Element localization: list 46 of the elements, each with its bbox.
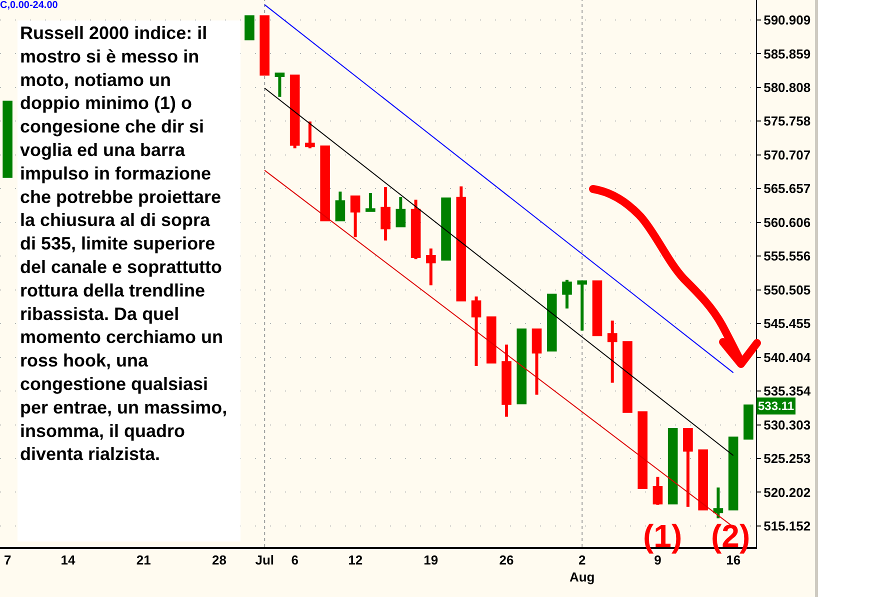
y-tick-label: 535.354 [764,384,812,399]
candlestick [592,280,602,336]
y-tick-label: 545.455 [764,316,811,332]
y-tick-label: 560.606 [764,214,811,230]
x-tick-label: Jul [255,552,274,568]
x-tick-label: 14 [60,552,76,568]
annotation: (1) [643,518,682,554]
y-tick-label: 540.404 [764,350,812,365]
y-tick-label: 570.707 [764,147,811,162]
candlestick [668,428,678,504]
y-tick-label: 580.808 [764,80,811,95]
candlestick [622,341,632,413]
annotation: 533.11 [758,399,794,413]
candlestick [698,449,708,510]
y-tick-label: 585.859 [764,46,811,62]
x-tick-label: 26 [499,552,514,568]
annotation: (2) [711,518,750,554]
x-tick-label: 7 [4,552,12,568]
x-tick-label: 16 [726,552,741,568]
y-tick-label: 530.303 [764,417,811,432]
y-tick-label: 590.909 [764,12,811,28]
x-tick-label: 6 [291,552,298,568]
candlestick [546,294,557,352]
y-tick-label: 575.758 [764,114,811,129]
y-tick-label: 565.657 [764,181,811,196]
x-tick-label: 28 [212,552,226,568]
x-tick-label: 21 [136,552,151,568]
y-tick-label: 515.152 [764,518,811,534]
candlestick [744,404,754,440]
candlestick [728,436,738,510]
x-tick-label: 9 [654,552,662,568]
candlestick [486,316,496,364]
chart-title: C,0.00-24.00 [0,0,58,12]
x-tick-label: 19 [424,552,438,568]
x-tick-label: 2 Aug [569,552,595,584]
candlestick [441,198,451,261]
candlestick [516,328,527,404]
candlestick [2,100,12,178]
text: Russell 2000 indice: il mostro si è messo in moto, notiamo un doppio minimo (1) o congesione che dir si voglia ed una barra impulso in formazione che potrebbe proiettare la chiusura al di sopra di 535, limite superiore del canale e soprattutto rottura della trendline ribassista. Da quel momento cerchiamo un ross hook, una congestione qualsiasi per entrae, un massimo, insomma, il quadro diventa rialzista. [20,23,228,464]
x-tick-label: 12 [348,552,363,568]
y-tick-label: 555.556 [764,248,811,264]
y-tick-label: 525.253 [764,451,811,466]
candlestick [320,145,330,222]
candlestick [260,15,270,76]
y-tick-label: 550.505 [764,282,811,298]
y-tick-label: 520.202 [764,484,811,500]
